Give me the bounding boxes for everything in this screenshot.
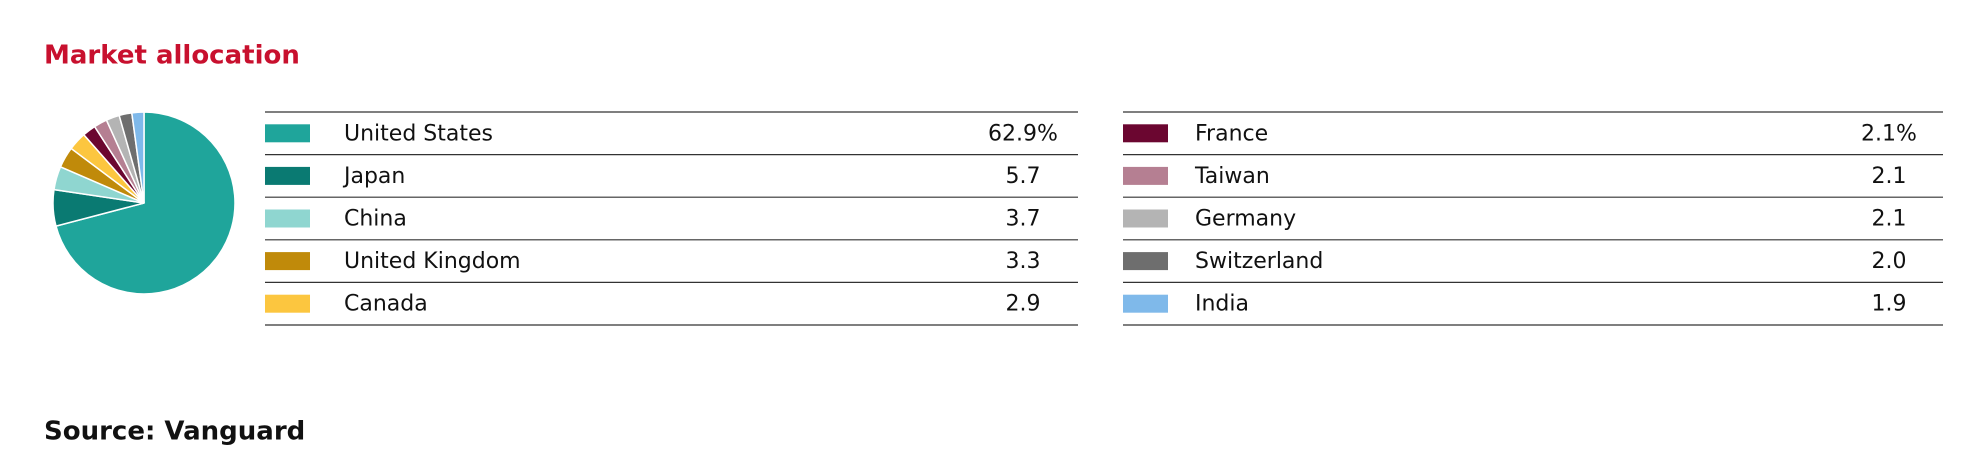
value-label: 3.3 xyxy=(1006,249,1041,274)
legend-label: India xyxy=(1195,292,1249,317)
legend-label: Switzerland xyxy=(1195,249,1323,274)
legend-swatch xyxy=(265,252,310,271)
legend-swatch xyxy=(1123,124,1168,143)
value-label: 1.9 xyxy=(1872,292,1907,317)
legend-label: China xyxy=(344,207,407,232)
source: Source: Vanguard xyxy=(44,417,305,447)
pie-slice xyxy=(130,111,145,204)
value-label: 5.7 xyxy=(1006,164,1041,189)
value-label: 2.1 xyxy=(1872,164,1907,189)
value-label: 2.1% xyxy=(1861,121,1917,146)
value-label: 2.9 xyxy=(1006,292,1041,317)
value-label: 3.7 xyxy=(1006,207,1041,232)
legend-swatch xyxy=(265,124,310,143)
legend-label: Canada xyxy=(344,292,428,317)
legend-label: Germany xyxy=(1195,207,1296,232)
value-label: 62.9% xyxy=(988,121,1058,146)
legend-label: Taiwan xyxy=(1194,164,1270,189)
legend-swatch xyxy=(1123,209,1168,228)
value-label: 2.0 xyxy=(1872,249,1907,274)
legend-label: United Kingdom xyxy=(344,249,521,274)
legend-swatch xyxy=(265,209,310,228)
legend-label: Japan xyxy=(342,164,405,189)
chart-title: Market allocation xyxy=(44,41,300,71)
legend-label: France xyxy=(1195,121,1268,146)
legend-label: United States xyxy=(344,121,493,146)
legend-swatch xyxy=(265,294,310,313)
legend-swatch xyxy=(1123,294,1168,313)
legend-swatch xyxy=(1123,166,1168,185)
value-label: 2.1 xyxy=(1872,207,1907,232)
legend-swatch xyxy=(265,166,310,185)
legend-swatch xyxy=(1123,252,1168,271)
pie-slice xyxy=(55,111,236,295)
